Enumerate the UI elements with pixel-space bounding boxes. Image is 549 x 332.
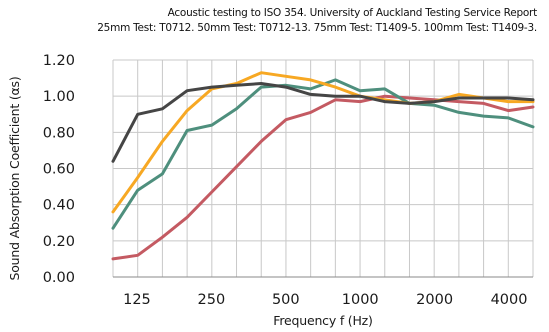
- x-tick-label: 1000: [342, 292, 379, 308]
- series-line-1: [111, 94, 535, 261]
- chart-header: Acoustic testing to ISO 354. University …: [97, 6, 537, 36]
- series-line-3: [111, 71, 535, 214]
- y-tick-label: 0.40: [43, 198, 75, 214]
- series-line-4: [111, 82, 535, 163]
- x-tick-label: 4000: [491, 292, 528, 308]
- y-tick-label: 1.00: [43, 89, 75, 105]
- y-tick-label: 0.80: [43, 125, 75, 141]
- y-tick-label: 0.60: [43, 162, 75, 178]
- x-tick-label: 125: [123, 292, 151, 308]
- x-tick-label: 500: [272, 292, 300, 308]
- x-tick-label: 250: [198, 292, 226, 308]
- y-tick-label: 0.20: [43, 234, 75, 250]
- y-tick-label: 0.00: [43, 270, 75, 286]
- y-axis-title: Sound Absorption Coefficient (αs): [7, 76, 22, 280]
- x-tick-label: 2000: [416, 292, 453, 308]
- chart-subtitle: 25mm Test: T0712. 50mm Test: T0712-13. 7…: [97, 22, 537, 34]
- y-tick-label: 1.20: [43, 53, 75, 69]
- chart-title: Acoustic testing to ISO 354. University …: [167, 7, 538, 19]
- x-axis-title: Frequency f (Hz): [273, 313, 372, 328]
